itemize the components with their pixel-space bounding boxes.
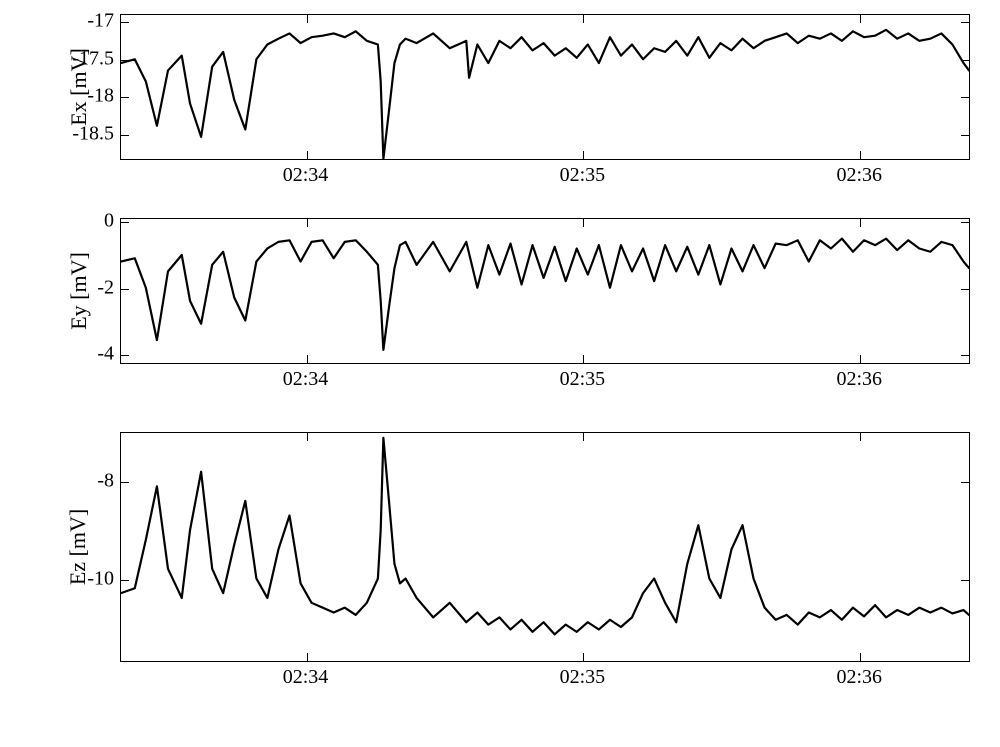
panel-ex: Ex [mV] -17-17.5-18-18.502:3402:3502:36: [120, 14, 970, 160]
xtick-label: 02:35: [560, 368, 606, 391]
xtick-label: 02:36: [836, 368, 882, 391]
ytick-mark: [121, 482, 129, 483]
panel-ey-axes: [120, 218, 970, 364]
ytick-mark: [961, 222, 969, 223]
panel-ex-axes: [120, 14, 970, 160]
ytick-label: -17.5: [72, 47, 114, 70]
series-line: [121, 438, 969, 634]
ytick-mark: [961, 482, 969, 483]
xtick-mark: [860, 433, 861, 441]
xtick-mark: [860, 15, 861, 23]
xtick-mark: [583, 653, 584, 661]
xtick-label: 02:34: [283, 368, 329, 391]
xtick-label: 02:34: [283, 666, 329, 689]
ytick-mark: [961, 135, 969, 136]
xtick-label: 02:36: [836, 164, 882, 187]
xtick-mark: [583, 433, 584, 441]
ytick-mark: [961, 580, 969, 581]
ytick-label: -18: [87, 85, 114, 108]
panel-ez-axes: [120, 432, 970, 662]
ytick-mark: [961, 355, 969, 356]
xtick-label: 02:35: [560, 666, 606, 689]
xtick-mark: [307, 653, 308, 661]
panel-ez: Ez [mV] -8-1002:3402:3502:36: [120, 432, 970, 662]
figure-container: Ex [mV] -17-17.5-18-18.502:3402:3502:36 …: [0, 0, 1000, 747]
ytick-mark: [121, 60, 129, 61]
xtick-mark: [307, 219, 308, 227]
ytick-mark: [961, 97, 969, 98]
ytick-label: -8: [97, 469, 114, 492]
ytick-mark: [121, 97, 129, 98]
panel-ey-trace: [121, 219, 969, 363]
ytick-mark: [961, 60, 969, 61]
xtick-label: 02:35: [560, 164, 606, 187]
ytick-mark: [121, 355, 129, 356]
series-line: [121, 239, 969, 350]
ytick-mark: [121, 222, 129, 223]
panel-ey: Ey [mV] 0-2-402:3402:3502:36: [120, 218, 970, 364]
xtick-label: 02:34: [283, 164, 329, 187]
ytick-mark: [121, 135, 129, 136]
xtick-label: 02:36: [836, 666, 882, 689]
panel-ez-trace: [121, 433, 969, 661]
xtick-mark: [307, 355, 308, 363]
xtick-mark: [860, 219, 861, 227]
xtick-mark: [860, 653, 861, 661]
xtick-mark: [583, 15, 584, 23]
series-line: [121, 30, 969, 159]
ytick-label: -18.5: [72, 122, 114, 145]
xtick-mark: [307, 15, 308, 23]
ytick-label: 0: [104, 210, 114, 233]
xtick-mark: [583, 355, 584, 363]
panel-ex-trace: [121, 15, 969, 159]
ytick-mark: [121, 22, 129, 23]
xtick-mark: [860, 355, 861, 363]
ytick-mark: [961, 289, 969, 290]
ytick-label: -10: [87, 567, 114, 590]
ytick-mark: [121, 289, 129, 290]
xtick-mark: [307, 433, 308, 441]
xtick-mark: [583, 151, 584, 159]
ytick-label: -2: [97, 276, 114, 299]
xtick-mark: [307, 151, 308, 159]
ytick-mark: [121, 580, 129, 581]
ytick-label: -17: [87, 10, 114, 33]
ytick-label: -4: [97, 343, 114, 366]
xtick-mark: [583, 219, 584, 227]
panel-ey-ylabel: Ey [mV]: [66, 252, 92, 330]
xtick-mark: [860, 151, 861, 159]
ytick-mark: [961, 22, 969, 23]
